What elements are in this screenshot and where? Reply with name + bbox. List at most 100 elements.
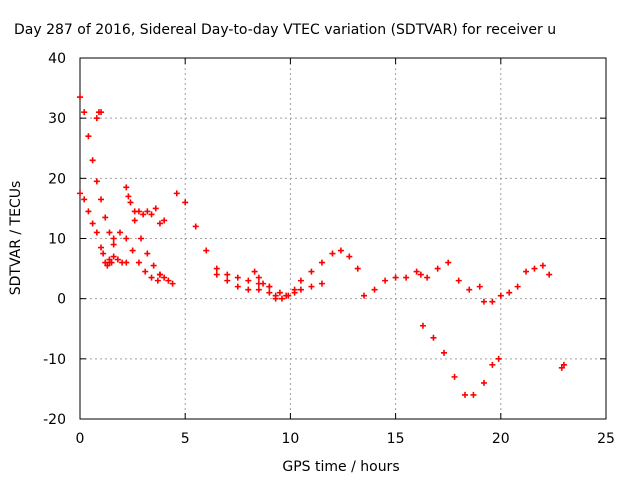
data-point (156, 220, 163, 227)
data-point (161, 217, 168, 224)
data-point (203, 247, 210, 254)
y-tick-label: 0 (57, 292, 66, 308)
data-point (98, 196, 105, 203)
data-point (93, 115, 100, 122)
data-point (150, 262, 157, 269)
data-point (85, 208, 92, 215)
data-point (110, 241, 117, 248)
data-point (154, 277, 161, 284)
data-point (125, 193, 132, 200)
data-point (169, 280, 176, 287)
data-point (470, 391, 477, 398)
chart-title: Day 287 of 2016, Sidereal Day-to-day VTE… (14, 22, 556, 38)
data-point (445, 259, 452, 266)
data-point (497, 292, 504, 299)
data-point (489, 298, 496, 305)
grid (80, 58, 606, 419)
data-point (329, 250, 336, 257)
data-point (135, 208, 142, 215)
data-point (476, 283, 483, 290)
data-point (354, 265, 361, 272)
data-point (213, 265, 220, 272)
data-point (272, 295, 279, 302)
data-point (127, 199, 134, 206)
data-point (403, 274, 410, 281)
data-point (89, 157, 96, 164)
data-point (123, 184, 130, 191)
data-point (506, 289, 513, 296)
data-point (224, 271, 231, 278)
data-point (123, 259, 130, 266)
data-point (93, 229, 100, 236)
data-point (413, 268, 420, 275)
x-tick-label: 10 (281, 431, 299, 447)
data-point (308, 268, 315, 275)
data-point (285, 292, 292, 299)
data-point (371, 286, 378, 293)
data-point (455, 277, 462, 284)
data-point (440, 349, 447, 356)
data-point (123, 235, 130, 242)
data-point (266, 289, 273, 296)
data-point (89, 220, 96, 227)
data-point (337, 247, 344, 254)
y-tick-label: 20 (48, 171, 66, 187)
data-point (148, 211, 155, 218)
data-point (98, 244, 105, 251)
data-point (106, 256, 113, 263)
data-point (451, 373, 458, 380)
data-point (462, 391, 469, 398)
data-point (546, 271, 553, 278)
x-axis-label: GPS time / hours (282, 459, 399, 475)
data-point (114, 256, 121, 263)
data-point (318, 280, 325, 287)
data-point (245, 286, 252, 293)
y-tick-label: -20 (43, 412, 66, 428)
data-point (514, 283, 521, 290)
data-point (419, 322, 426, 329)
data-point (260, 280, 267, 287)
data-point (234, 274, 241, 281)
data-point (182, 199, 189, 206)
data-point (161, 274, 168, 281)
x-tick-label: 20 (492, 431, 510, 447)
data-point (255, 274, 262, 281)
data-point (81, 109, 88, 116)
data-point (213, 271, 220, 278)
data-point (560, 361, 567, 368)
data-point (140, 211, 147, 218)
data-point (430, 334, 437, 341)
data-point (361, 292, 368, 299)
data-point (558, 364, 565, 371)
data-point (116, 229, 123, 236)
y-tick-label: -10 (43, 352, 66, 368)
data-point (138, 235, 145, 242)
data-point (245, 277, 252, 284)
data-point (523, 268, 530, 275)
data-points (77, 94, 567, 398)
x-tick-label: 25 (597, 431, 615, 447)
data-point (489, 361, 496, 368)
data-point (346, 253, 353, 260)
y-tick-label: 10 (48, 232, 66, 248)
data-point (85, 133, 92, 140)
data-point (192, 223, 199, 230)
data-point (424, 274, 431, 281)
data-point (129, 247, 136, 254)
data-point (144, 250, 151, 257)
plot-frame (79, 57, 607, 420)
data-point (234, 283, 241, 290)
data-point (156, 271, 163, 278)
data-point (308, 283, 315, 290)
data-point (392, 274, 399, 281)
data-point (77, 190, 83, 197)
data-point (144, 208, 151, 215)
data-point (297, 277, 304, 284)
data-point (224, 277, 231, 284)
data-point (131, 217, 138, 224)
data-point (266, 283, 273, 290)
x-tick-label: 5 (181, 431, 190, 447)
data-point (291, 289, 298, 296)
data-point (108, 259, 115, 266)
